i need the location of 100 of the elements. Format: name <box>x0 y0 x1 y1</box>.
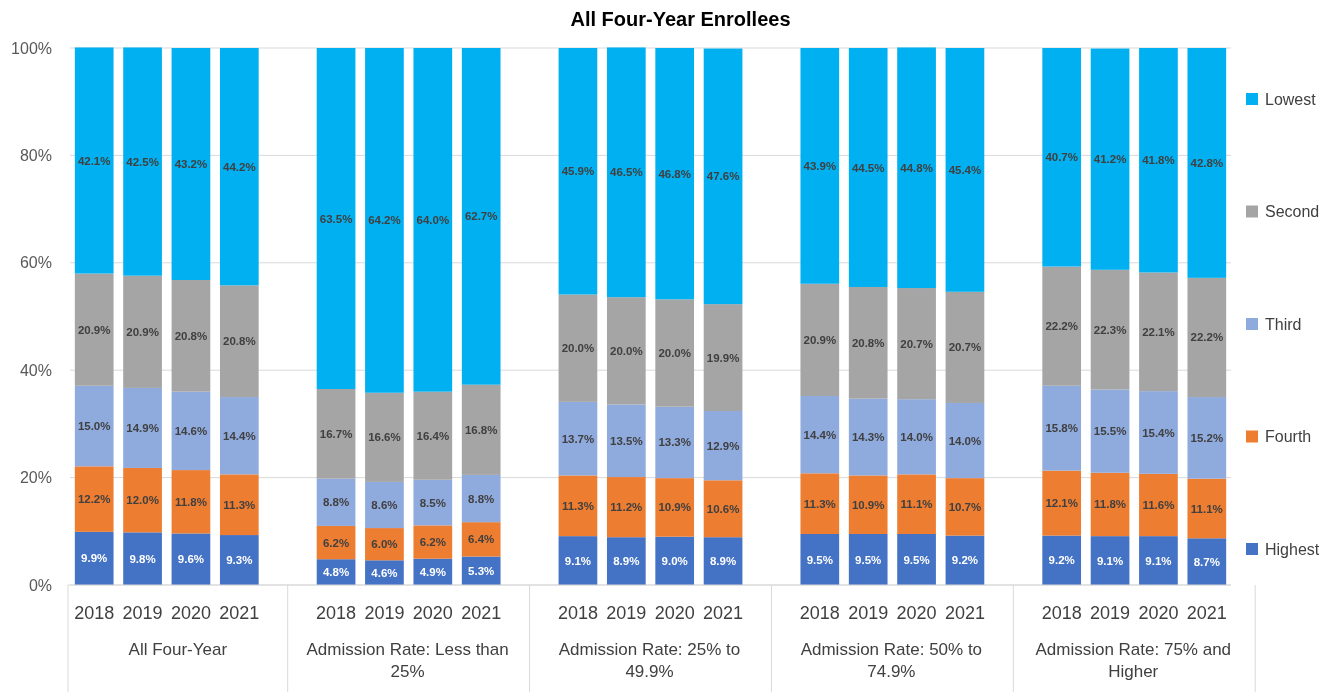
data-label: 14.9% <box>126 421 159 434</box>
data-label: 63.5% <box>319 212 353 225</box>
bar <box>74 385 114 467</box>
data-label: 45.9% <box>561 165 595 178</box>
data-label: 22.1% <box>1142 325 1175 338</box>
bar <box>703 411 743 481</box>
data-label: 10.7% <box>948 500 982 513</box>
x-tick-label: 2019 <box>1090 603 1131 624</box>
bar <box>74 466 114 532</box>
bar <box>848 286 888 399</box>
bar <box>848 398 888 476</box>
x-tick-label: 2019 <box>364 603 405 624</box>
data-label: 20.0% <box>658 347 691 360</box>
bar <box>171 470 211 534</box>
bar <box>558 475 598 537</box>
y-tick-label: 40% <box>19 361 52 379</box>
bar <box>558 401 598 476</box>
bar <box>1139 391 1178 474</box>
bar <box>606 404 646 478</box>
data-label: 4.6% <box>371 566 398 579</box>
bar <box>945 291 985 403</box>
data-label: 8.8% <box>322 496 350 509</box>
bar <box>1139 272 1178 392</box>
bar <box>1187 478 1227 539</box>
bar <box>365 392 404 482</box>
bar <box>606 47 646 298</box>
data-label: 44.8% <box>900 161 933 174</box>
x-tick-label: 2019 <box>606 603 647 624</box>
data-label: 47.6% <box>706 170 740 183</box>
x-tick-label: 2019 <box>122 603 163 624</box>
bar <box>945 402 985 479</box>
bar <box>171 48 211 280</box>
data-label: 40.7% <box>1045 151 1078 164</box>
bar <box>316 48 356 389</box>
bar <box>1090 472 1130 537</box>
data-label: 19.9% <box>706 351 740 364</box>
data-label: 10.6% <box>706 502 740 515</box>
data-label: 11.1% <box>900 498 933 511</box>
data-label: 14.6% <box>174 424 208 437</box>
bar <box>1042 266 1082 386</box>
data-label: 22.3% <box>1093 323 1127 336</box>
bar <box>123 47 162 276</box>
data-label: 20.8% <box>223 335 256 348</box>
data-label: 22.2% <box>1190 331 1224 344</box>
bar <box>606 477 646 538</box>
data-label: 46.5% <box>610 166 643 179</box>
x-tick-label: 2018 <box>74 603 115 624</box>
data-label: 15.8% <box>1045 422 1078 435</box>
data-label: 64.2% <box>368 214 401 227</box>
bar <box>897 533 936 585</box>
bar <box>897 47 936 289</box>
data-label: 64.0% <box>416 213 450 226</box>
x-tick-label: 2021 <box>703 603 744 624</box>
bar <box>606 537 646 585</box>
bar <box>945 478 985 536</box>
data-label: 15.4% <box>1142 426 1175 439</box>
data-label: 11.2% <box>610 501 643 514</box>
bar <box>123 387 162 468</box>
bar <box>848 533 888 585</box>
data-label: 9.5% <box>806 553 833 566</box>
bar <box>1187 397 1227 479</box>
bar <box>1042 535 1082 585</box>
bar <box>413 525 453 559</box>
data-label: 20.0% <box>610 344 643 357</box>
data-label: 8.7% <box>1193 555 1220 568</box>
bar <box>219 48 259 286</box>
y-tick-label: 60% <box>19 254 52 272</box>
data-label: 11.3% <box>803 497 836 510</box>
data-label: 11.3% <box>561 499 594 512</box>
data-label: 9.5% <box>855 553 882 566</box>
bar <box>219 397 259 475</box>
bar <box>461 474 501 523</box>
x-tick-label: 2021 <box>461 603 502 624</box>
bar <box>74 273 114 386</box>
data-label: 14.4% <box>803 428 837 441</box>
x-tick-label: 2018 <box>1041 603 1082 624</box>
bar <box>171 279 211 392</box>
data-label: 44.5% <box>851 161 885 174</box>
data-label: 20.9% <box>126 325 159 338</box>
bar <box>945 48 985 292</box>
data-label: 6.2% <box>419 536 446 549</box>
bar <box>219 535 259 585</box>
bar <box>800 395 840 474</box>
data-label: 9.3% <box>226 554 253 567</box>
bar <box>1090 389 1130 473</box>
text: Admission Rate: 25% to 49.9% <box>558 640 741 681</box>
legend-label: Second <box>1265 203 1320 221</box>
x-tick-label: 2020 <box>896 603 937 624</box>
bar <box>461 522 501 557</box>
data-label: 20.8% <box>174 329 208 342</box>
bar <box>703 480 743 538</box>
data-label: 20.8% <box>851 336 885 349</box>
data-label: 43.9% <box>803 159 837 172</box>
data-label: 9.2% <box>1048 554 1075 567</box>
data-label: 5.3% <box>468 564 495 577</box>
data-label: 13.7% <box>561 432 595 445</box>
bar <box>365 48 404 393</box>
bar <box>606 297 646 405</box>
bar <box>558 48 598 295</box>
x-tick-label: 2020 <box>654 603 695 624</box>
